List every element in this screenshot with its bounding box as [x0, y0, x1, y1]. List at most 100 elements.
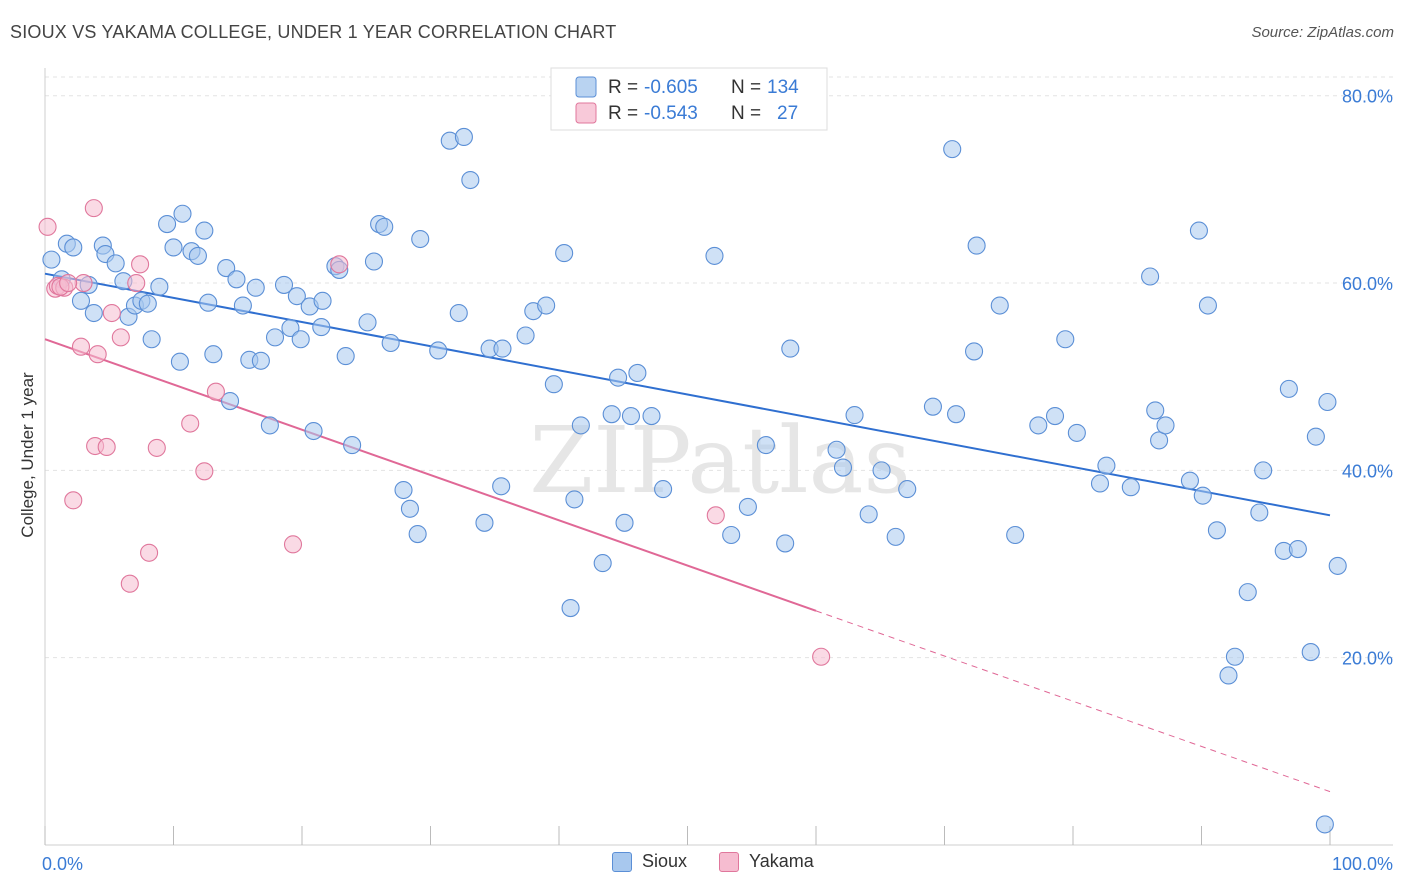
y-tick-label: 80.0% — [1342, 87, 1393, 107]
legend-r-value-sioux: -0.605 — [644, 77, 698, 98]
sioux-point — [602, 405, 621, 424]
sioux-point — [990, 296, 1009, 315]
sioux-point — [1225, 647, 1244, 666]
sioux-point — [859, 505, 878, 524]
sioux-point — [967, 236, 986, 255]
sioux-point — [336, 347, 355, 366]
legend-label-sioux: Sioux — [642, 851, 688, 871]
sioux-point — [565, 490, 584, 509]
yakama-point — [88, 345, 107, 364]
sioux-point — [1156, 416, 1175, 435]
sioux-point — [408, 525, 427, 544]
sioux-point — [923, 397, 942, 416]
yakama-point — [84, 199, 103, 218]
sioux-point — [1006, 525, 1025, 545]
stats-legend: R = -0.605 N = 134 R = -0.543 N = 27 — [550, 67, 828, 131]
sioux-point — [1029, 416, 1048, 435]
sioux-point — [898, 480, 917, 499]
data-points — [38, 127, 1347, 834]
series-legend: Sioux Yakama — [612, 851, 846, 872]
legend-n-label-sioux: N = — [731, 77, 761, 98]
sioux-point — [195, 221, 214, 240]
sioux-point — [394, 480, 413, 500]
sioux-point — [492, 477, 511, 496]
yakama-point — [102, 303, 121, 323]
trend-lines — [44, 272, 1331, 793]
sioux-point — [833, 458, 853, 477]
sioux-point — [461, 170, 480, 190]
legend-n-value-sioux: 134 — [767, 77, 799, 98]
sioux-point — [1193, 486, 1212, 505]
sioux-point — [1238, 583, 1257, 602]
sioux-point — [1090, 474, 1110, 493]
sioux-point — [654, 480, 673, 499]
sioux-point — [64, 238, 83, 257]
sioux-point — [449, 303, 468, 323]
yakama-point — [74, 273, 93, 293]
legend-item-sioux[interactable]: Sioux — [612, 851, 687, 872]
sioux-point — [475, 513, 494, 532]
legend-label-yakama: Yakama — [749, 851, 814, 871]
sioux-point — [375, 217, 394, 236]
legend-n-label-yakama: N = — [731, 103, 761, 124]
sioux-point — [227, 270, 246, 289]
sioux-point — [561, 598, 580, 618]
sioux-point — [1288, 539, 1307, 559]
legend-r-value-yakama: -0.543 — [644, 103, 698, 124]
yakama-point — [64, 491, 83, 510]
sioux-point — [1045, 406, 1065, 426]
sioux-point — [947, 405, 966, 424]
sioux-point — [84, 303, 103, 323]
sioux-point — [173, 204, 192, 223]
legend-item-yakama[interactable]: Yakama — [719, 851, 814, 872]
sioux-point — [943, 140, 962, 159]
y-tick-labels: 20.0% 40.0% 60.0% 80.0% — [1342, 87, 1393, 669]
sioux-point — [287, 287, 306, 306]
sioux-point — [188, 246, 207, 265]
legend-r-label-sioux: R = — [608, 77, 638, 98]
sioux-point — [705, 246, 724, 265]
axes — [44, 68, 1393, 846]
sioux-point — [1301, 643, 1320, 662]
sioux-point — [251, 351, 270, 370]
sioux-point — [142, 330, 161, 349]
sioux-point — [1141, 267, 1160, 286]
sioux-point — [364, 252, 384, 271]
sioux-point — [615, 513, 634, 532]
x-tick-labels: 0.0% 100.0% — [42, 854, 1393, 874]
sioux-point — [343, 436, 362, 455]
sioux-point — [642, 406, 661, 426]
sioux-point — [722, 525, 741, 545]
sioux-point — [106, 254, 125, 273]
yakama-point — [283, 535, 303, 554]
sioux-point — [1180, 471, 1199, 490]
sioux-point — [170, 352, 189, 371]
legend-swatch-sioux — [575, 76, 597, 98]
sioux-point — [827, 440, 846, 459]
sioux-point — [781, 339, 800, 358]
sioux-point — [1097, 456, 1116, 475]
sioux-point — [381, 333, 400, 353]
sioux-point — [1146, 401, 1165, 420]
sioux-point — [1318, 392, 1337, 412]
sioux-point — [220, 392, 240, 411]
sioux-point — [1328, 556, 1347, 575]
sioux-point — [1219, 666, 1238, 685]
chart-title: SIOUX VS YAKAMA COLLEGE, UNDER 1 YEAR CO… — [10, 22, 617, 42]
yakama-point — [131, 255, 150, 274]
yakama-point — [38, 217, 57, 236]
sioux-point — [886, 527, 905, 546]
yakama-point — [706, 506, 725, 525]
sioux-point — [400, 499, 419, 518]
sioux-point — [164, 238, 183, 257]
x-tick-label-min: 0.0% — [42, 854, 83, 874]
yakama-point — [195, 462, 214, 481]
sioux-point — [1121, 478, 1140, 497]
legend-n-value-yakama: 27 — [777, 103, 798, 124]
y-tick-label: 60.0% — [1342, 274, 1393, 294]
sioux-point — [304, 421, 323, 441]
yakama-point — [206, 382, 225, 401]
yakama-point — [140, 543, 159, 562]
sioux-point — [429, 341, 448, 360]
